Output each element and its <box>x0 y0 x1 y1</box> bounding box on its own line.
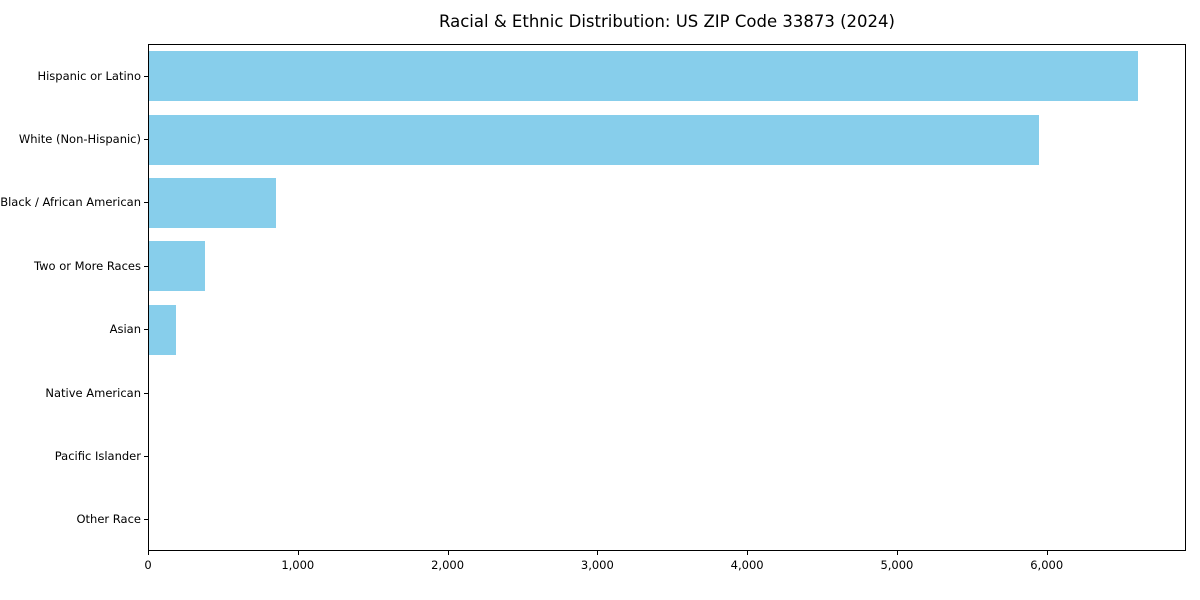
y-tick-label-asian: Asian <box>109 322 141 337</box>
bar-black-african-american <box>149 177 277 228</box>
x-tick-label-6000: 6,000 <box>1030 558 1064 572</box>
x-tick-label-5000: 5,000 <box>880 558 914 572</box>
chart-title: Racial & Ethnic Distribution: US ZIP Cod… <box>439 12 895 31</box>
y-tick-mark <box>144 202 148 203</box>
x-tick-label-0: 0 <box>144 558 152 572</box>
bar-white-non-hispanic <box>149 114 1039 165</box>
bar-asian <box>149 304 176 355</box>
y-tick-label-hispanic-or-latino: Hispanic or Latino <box>37 68 141 83</box>
y-tick-label-two-or-more-races: Two or More Races <box>34 258 141 273</box>
y-tick-mark <box>144 329 148 330</box>
y-tick-label-pacific-islander: Pacific Islander <box>54 448 141 463</box>
y-tick-label-native-american: Native American <box>45 385 141 400</box>
x-tick-mark <box>897 551 898 555</box>
x-tick-label-1000: 1,000 <box>281 558 315 572</box>
x-tick-label-2000: 2,000 <box>431 558 465 572</box>
x-tick-label-3000: 3,000 <box>580 558 614 572</box>
x-tick-label-4000: 4,000 <box>730 558 764 572</box>
y-tick-mark <box>144 393 148 394</box>
x-tick-mark <box>448 551 449 555</box>
x-tick-mark <box>298 551 299 555</box>
x-tick-mark <box>1047 551 1048 555</box>
x-tick-mark <box>747 551 748 555</box>
x-tick-mark <box>148 551 149 555</box>
bar-hispanic-or-latino <box>149 51 1138 102</box>
y-tick-mark <box>144 76 148 77</box>
y-tick-label-white-non-hispanic: White (Non-Hispanic) <box>18 132 141 147</box>
plot-area <box>148 44 1186 551</box>
y-tick-label-black-african-american: Black / African American <box>0 195 141 210</box>
y-tick-label-other-race: Other Race <box>76 512 142 527</box>
y-tick-mark <box>144 456 148 457</box>
y-tick-mark <box>144 139 148 140</box>
bar-two-or-more-races <box>149 241 206 292</box>
y-tick-mark <box>144 519 148 520</box>
x-tick-mark <box>597 551 598 555</box>
y-tick-mark <box>144 266 148 267</box>
